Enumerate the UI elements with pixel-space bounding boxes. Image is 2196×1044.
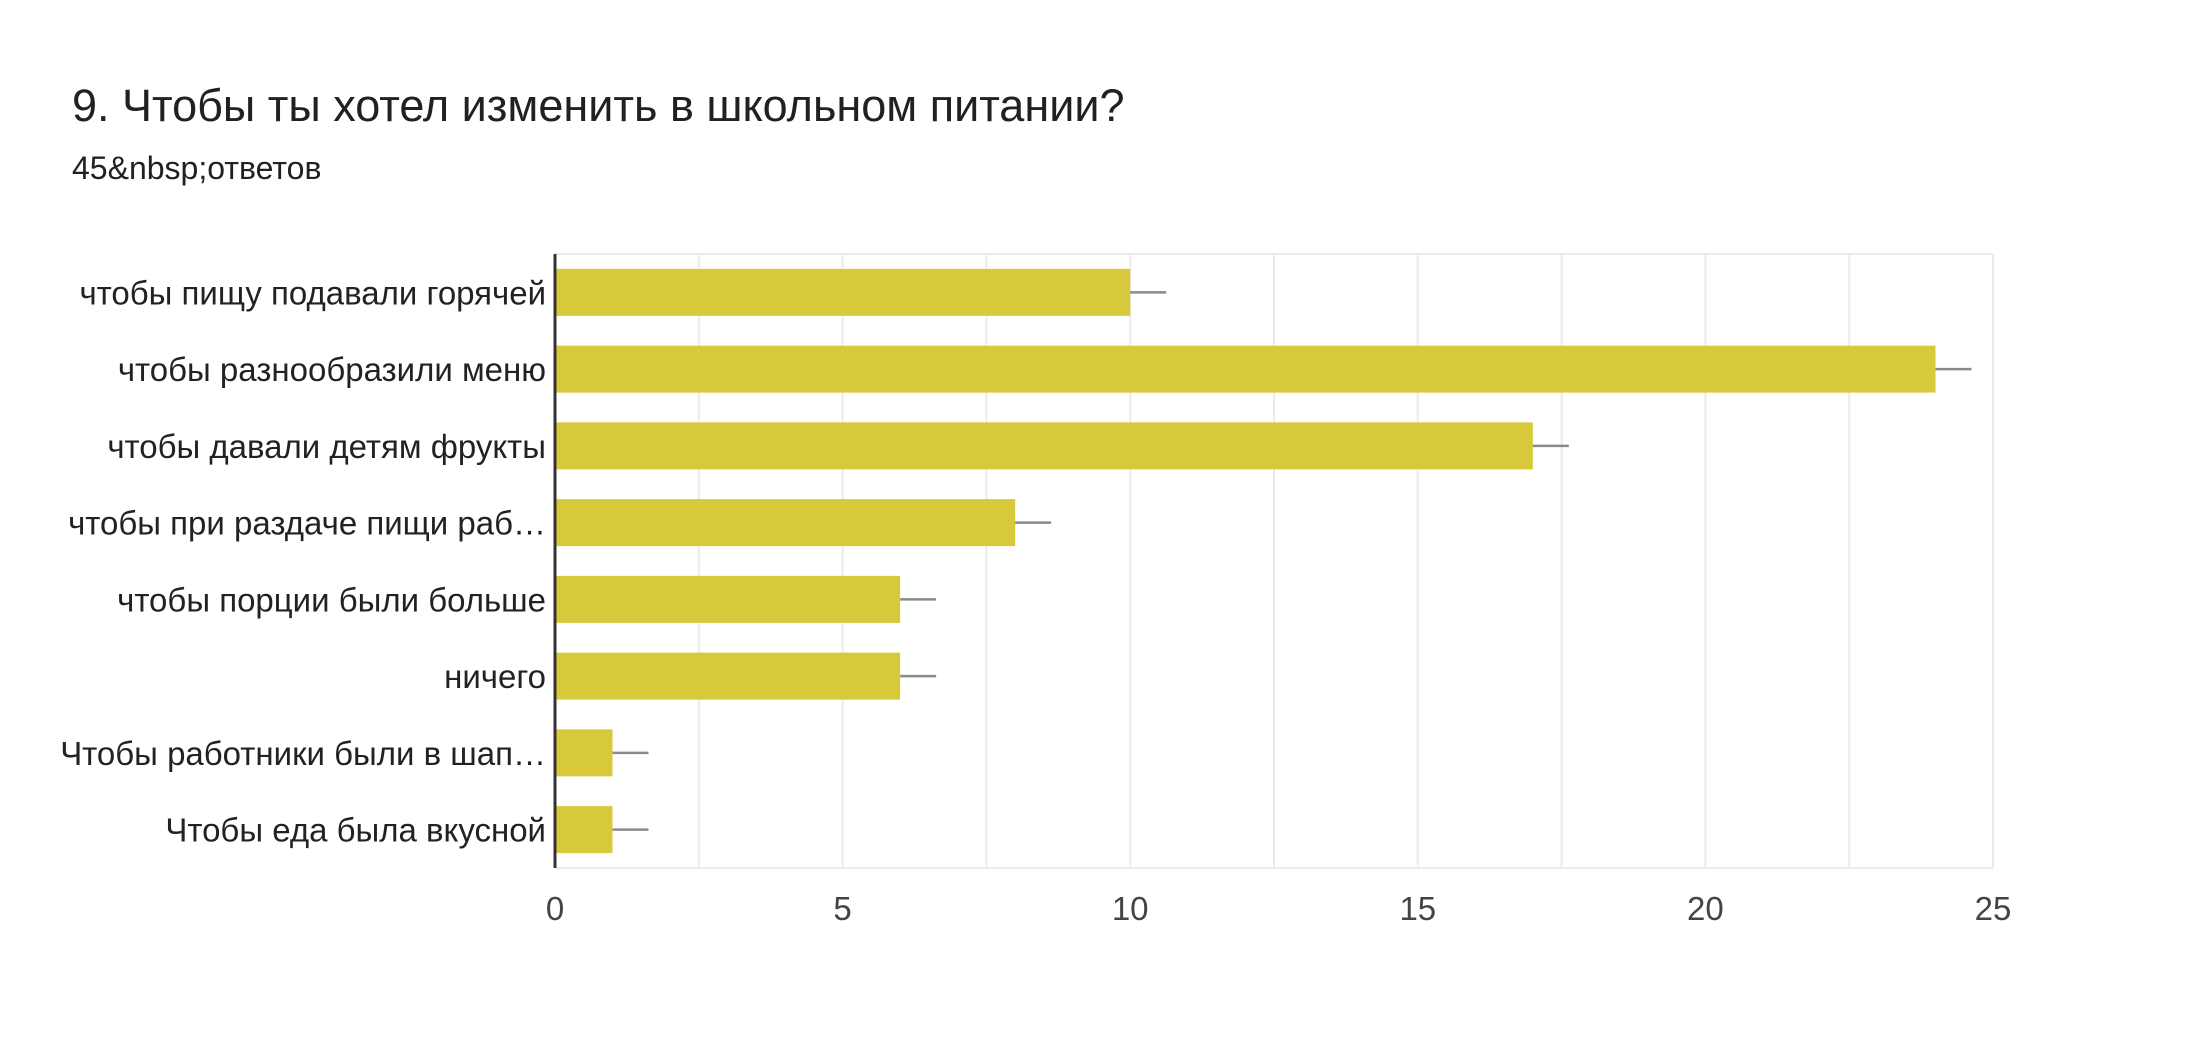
category-label: чтобы порции были больше — [117, 581, 546, 618]
category-label: ничего — [444, 658, 546, 695]
x-tick-label: 20 — [1687, 890, 1724, 927]
bar — [555, 499, 1016, 547]
category-label: чтобы разнообразили меню — [118, 351, 546, 388]
bar — [555, 729, 613, 777]
x-tick-label: 10 — [1112, 890, 1149, 927]
bar — [555, 422, 1533, 470]
bar — [555, 268, 1131, 316]
category-label: Чтобы еда была вкусной — [165, 812, 546, 849]
error-bars — [612, 291, 1972, 831]
x-tick-label: 15 — [1399, 890, 1436, 927]
category-label: чтобы при раздаче пищи раб… — [68, 505, 546, 542]
response-count: 45&nbsp;ответов — [72, 150, 322, 186]
category-label: Чтобы работники были в шап… — [60, 735, 546, 772]
x-tick-label: 0 — [546, 890, 564, 927]
bar — [555, 652, 901, 700]
tick-labels: 0 5 10 15 20 25 — [546, 890, 2012, 927]
bar — [555, 345, 1936, 393]
x-tick-label: 25 — [1975, 890, 2012, 927]
bar — [555, 575, 901, 623]
chart-title: 9. Чтобы ты хотел изменить в школьном пи… — [72, 80, 1125, 131]
category-label: чтобы пищу подавали горячей — [79, 274, 546, 311]
bar — [555, 806, 613, 854]
category-label: чтобы давали детям фрукты — [107, 428, 546, 465]
bars — [555, 268, 1936, 854]
x-tick-label: 5 — [833, 890, 851, 927]
category-labels: чтобы пищу подавали горячей чтобы разнооб… — [60, 274, 546, 848]
